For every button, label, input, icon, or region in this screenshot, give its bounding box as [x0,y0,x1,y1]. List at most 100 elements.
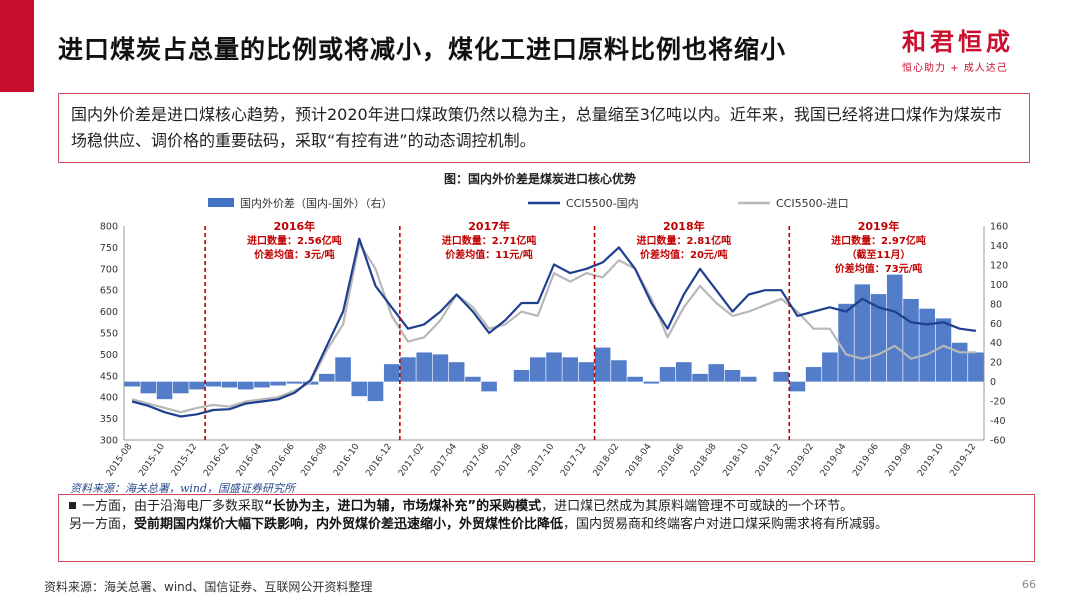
x-tick-label: 2016-04 [235,442,265,479]
legend-swatch-spread [208,198,234,207]
spread-bar [578,362,595,382]
spread-bar [335,357,351,382]
bullet-paragraph-1: 一方面，由于沿海电厂多数采取“长协为主，进口为辅，市场煤补充”的采购模式，进口煤… [69,498,1024,516]
brand-logo: 和君恒成 恒心助力 + 成人达己 [902,22,1058,74]
spread-bar [173,381,189,394]
x-tick-label: 2019-04 [819,442,849,479]
x-tick-label: 2016-12 [364,442,394,479]
x-tick-label: 2016-10 [332,442,362,479]
spread-bar [805,367,822,382]
y-right-tick-label: -20 [990,397,1006,408]
spread-bar [448,362,465,382]
annotation-volume: 进口数量：2.81亿吨 [636,234,731,247]
x-tick-label: 2018-08 [689,442,719,479]
x-tick-label: 2019-06 [851,442,881,479]
x-tick-label: 2016-02 [202,442,232,479]
x-tick-label: 2017-12 [559,442,589,479]
y-right-tick-label: 140 [990,241,1008,252]
x-tick-label: 2015-12 [170,442,200,479]
x-tick-label: 2018-04 [624,442,654,479]
spread-bar [140,381,157,394]
square-bullet-icon [69,502,76,509]
spread-bar [270,381,286,386]
spread-bar [594,347,611,382]
spread-bar [935,318,952,382]
spread-bar [676,362,692,382]
spread-bar [367,381,384,402]
y-right-tick-label: 100 [990,280,1008,291]
spread-bar [432,354,449,382]
y-left-tick-label: 400 [100,393,118,404]
summary-box: 国内外价差是进口煤核心趋势，预计2020年进口煤政策仍然以稳为主，总量缩至3亿吨… [58,93,1030,163]
spread-bar [465,376,481,382]
y-left-tick-label: 800 [100,222,118,233]
annotation-note: （截至11月） [847,248,911,261]
accent-bar [0,0,34,92]
spread-bar [254,381,270,388]
y-left-tick-label: 450 [100,371,118,382]
annotation-volume: 进口数量：2.71亿吨 [442,234,537,247]
spread-bar [562,357,579,382]
bullet-box: 一方面，由于沿海电厂多数采取“长协为主，进口为辅，市场煤补充”的采购模式，进口煤… [58,494,1035,562]
x-tick-label: 2017-02 [397,442,427,479]
imported-price-line [131,241,976,414]
spread-bar [529,357,546,382]
y-right-tick-label: -60 [990,436,1006,447]
spread-bar [546,352,562,382]
annotation-volume: 进口数量：2.56亿吨 [247,234,342,247]
spread-bar [221,381,238,388]
spread-bar [351,381,368,397]
spread-bar [286,381,303,384]
x-tick-label: 2018-06 [657,442,687,479]
page-number: 66 [1022,578,1036,591]
legend-label-domestic: CCI5500-国内 [566,196,639,210]
annotation-year: 2016年 [274,219,316,233]
spread-bar [870,294,887,382]
spread-bar [740,376,757,382]
y-right-tick-label: 0 [990,377,996,388]
spread-bar [383,364,400,382]
annotation-spread: 价差均值：20元/吨 [640,248,728,261]
spread-bar [838,303,854,382]
x-tick-label: 2015-08 [105,442,135,479]
annotation-year: 2018年 [663,219,705,233]
price-spread-chart: 国内外价差（国内-国外）（右） CCI5500-国内 CCI5500-进口 300 35… [100,196,1008,479]
spread-bar [513,369,530,382]
annotation-spread: 价差均值：3元/吨 [254,248,335,261]
y-left-tick-label: 600 [100,307,118,318]
spread-bar [724,369,741,382]
chart-source: 资料来源：海关总署，wind，国盛证券研究所 [70,482,296,495]
y-right-tick-label: 160 [990,222,1008,233]
spread-bar [919,308,935,382]
spread-bar [400,357,416,382]
spread-bar [319,373,335,382]
page-title: 进口煤炭占总量的比例或将减小，煤化工进口原料比例也将缩小 [58,35,787,64]
x-tick-label: 2018-02 [592,442,622,479]
y-right-tick-label: 120 [990,260,1008,271]
logo-slogan: 恒心助力 + 成人达己 [902,63,1008,74]
chart-title: 图：国内外价差是煤炭进口核心优势 [443,172,636,186]
spread-bar [886,274,903,382]
y-left-tick-label: 350 [100,414,118,425]
spread-bar [124,381,140,387]
y-right-tick-label: 40 [990,338,1002,349]
x-tick-label: 2019-02 [786,442,816,479]
x-tick-label: 2019-10 [916,442,946,479]
y-right-tick-label: -40 [990,416,1006,427]
spread-bar [773,371,789,382]
y-left-tick-label: 700 [100,264,118,275]
y-left-tick-label: 500 [100,350,118,361]
annotation-year: 2019年 [858,219,900,233]
annotation-spread: 价差均值：73元/吨 [835,262,923,275]
y-right-tick-label: 80 [990,299,1002,310]
footer-source: 资料来源：海关总署、wind、国信证券、互联网公开资料整理 [44,580,373,594]
spread-bar [659,367,676,382]
spread-bar [708,364,725,382]
spread-bar [643,381,660,384]
x-tick-label: 2015-10 [137,442,167,479]
x-tick-label: 2017-06 [462,442,492,479]
x-tick-label: 2019-12 [949,442,979,479]
x-tick-label: 2018-10 [721,442,751,479]
x-tick-label: 2017-08 [494,442,524,479]
x-tick-label: 2017-04 [429,442,459,479]
